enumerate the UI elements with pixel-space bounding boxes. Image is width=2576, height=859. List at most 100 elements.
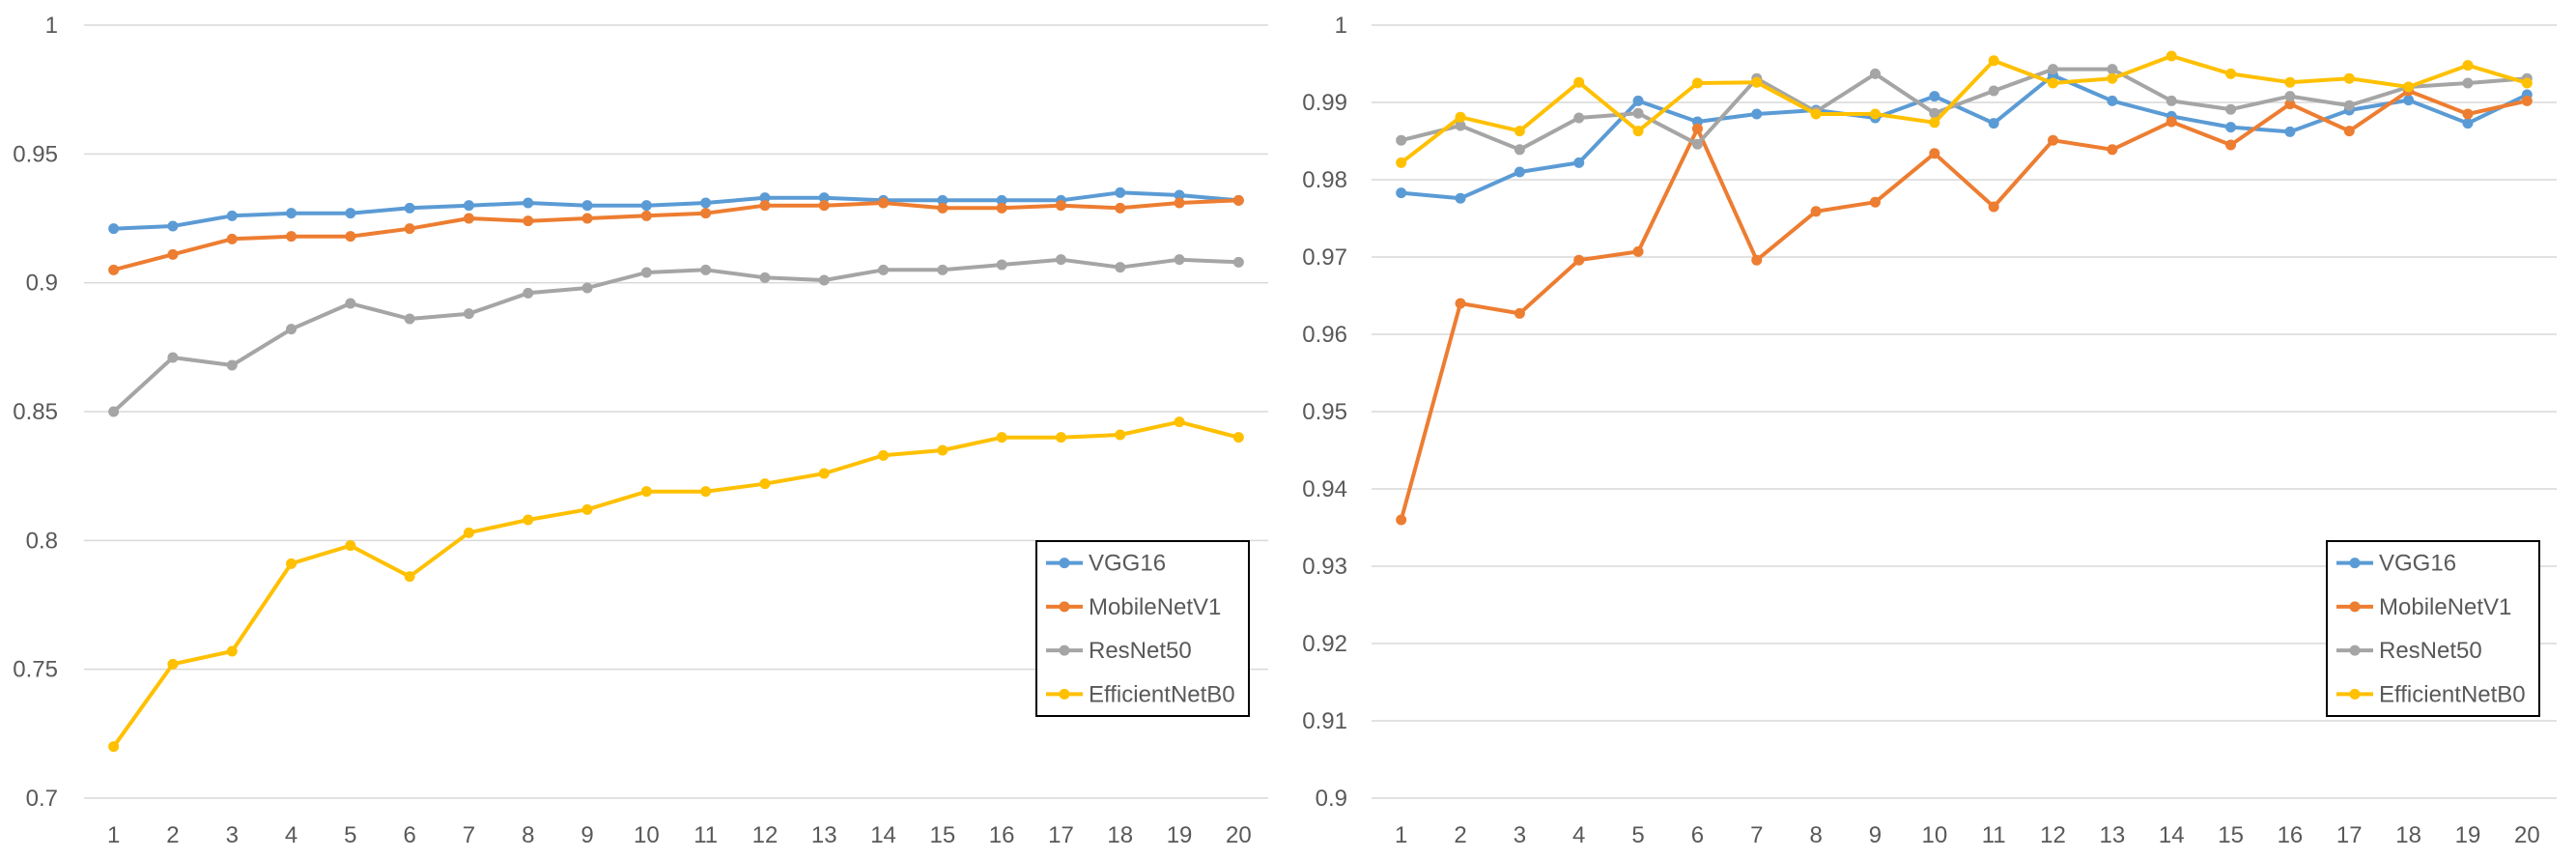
- data-point: [2048, 134, 2059, 146]
- y-tick-label: 0.95: [13, 141, 58, 167]
- x-tick-label: 17: [1048, 822, 1074, 848]
- y-tick-label: 0.91: [1302, 708, 1347, 734]
- legend-swatch-marker: [1059, 558, 1070, 569]
- data-point: [167, 658, 179, 670]
- data-point: [2462, 77, 2474, 89]
- legend-item-resnet50: ResNet50: [1046, 638, 1192, 664]
- x-tick-label: 1: [1395, 822, 1407, 848]
- data-point: [1632, 107, 1644, 119]
- y-tick-label: 0.93: [1302, 554, 1347, 580]
- x-tick-label: 13: [2100, 822, 2126, 848]
- data-point: [1174, 189, 1185, 201]
- data-point: [1232, 194, 1244, 206]
- data-point: [2284, 99, 2296, 110]
- data-point: [996, 432, 1007, 444]
- data-point: [1396, 514, 1407, 526]
- legend-item-vgg16: VGG16: [1046, 551, 1166, 577]
- data-point: [2343, 72, 2355, 84]
- data-point: [2225, 139, 2237, 151]
- x-tick-label: 8: [522, 822, 534, 848]
- data-point: [759, 192, 771, 204]
- legend-swatch-marker: [2349, 688, 2361, 700]
- data-point: [640, 200, 652, 212]
- data-point: [2107, 144, 2118, 156]
- x-tick-label: 14: [2159, 822, 2185, 848]
- data-point: [226, 233, 238, 244]
- data-point: [2166, 116, 2177, 128]
- data-point: [226, 359, 238, 371]
- data-point: [2462, 108, 2474, 120]
- data-point: [523, 514, 534, 526]
- data-point: [818, 274, 830, 286]
- data-point: [2225, 68, 2237, 79]
- data-point: [1115, 429, 1126, 441]
- x-tick-label: 2: [1454, 822, 1466, 848]
- data-point: [108, 264, 120, 275]
- data-point: [404, 202, 415, 214]
- data-point: [700, 197, 712, 209]
- data-point: [818, 200, 830, 212]
- legend-swatch-marker: [1059, 644, 1070, 656]
- data-point: [108, 406, 120, 417]
- x-tick-label: 14: [870, 822, 896, 848]
- data-point: [1751, 76, 1763, 88]
- x-tick-label: 10: [1921, 822, 1947, 848]
- y-tick-label: 0.8: [26, 528, 58, 554]
- x-tick-label: 13: [811, 822, 837, 848]
- y-tick-label: 0.96: [1302, 322, 1347, 348]
- y-tick-label: 1: [1335, 13, 1347, 39]
- data-point: [1396, 134, 1407, 146]
- series-line-resnet50: [111, 257, 1241, 414]
- data-point: [640, 486, 652, 498]
- data-point: [818, 468, 830, 479]
- x-tick-label: 3: [1514, 822, 1526, 848]
- data-point: [1232, 432, 1244, 444]
- series-line-efficientnetb0: [1399, 54, 2530, 165]
- legend-swatch-marker: [2349, 601, 2361, 613]
- data-point: [1573, 112, 1585, 124]
- data-point: [581, 200, 593, 212]
- x-tick-label: 6: [1691, 822, 1704, 848]
- data-point: [1691, 138, 1703, 150]
- x-tick-label: 6: [403, 822, 415, 848]
- series-mobilenetv1: [1396, 85, 2533, 526]
- data-point: [523, 215, 534, 227]
- data-point: [1396, 157, 1407, 168]
- x-tick-label: 17: [2336, 822, 2363, 848]
- data-point: [1514, 126, 1525, 137]
- data-point: [937, 202, 948, 214]
- data-point: [937, 264, 948, 275]
- x-axis-tick-labels: 1 2 3 4 5 6 7 8 9 10 11 12 13 14 15 16 17 18 19 20: [1395, 822, 2540, 848]
- data-point: [2462, 60, 2474, 72]
- data-point: [463, 200, 474, 212]
- data-point: [404, 313, 415, 325]
- y-tick-label: 0.99: [1302, 90, 1347, 116]
- data-point: [1751, 108, 1763, 120]
- data-point: [463, 308, 474, 320]
- data-point: [640, 267, 652, 278]
- data-point: [345, 231, 356, 243]
- x-tick-label: 15: [929, 822, 955, 848]
- data-point: [581, 503, 593, 515]
- data-point: [404, 571, 415, 583]
- data-point: [2225, 103, 2237, 115]
- data-point: [2284, 76, 2296, 88]
- x-tick-label: 20: [1226, 822, 1252, 848]
- data-point: [640, 210, 652, 221]
- data-point: [523, 287, 534, 299]
- legend-label: ResNet50: [2379, 638, 2482, 664]
- series-efficientnetb0: [1396, 50, 2533, 168]
- data-point: [463, 213, 474, 224]
- y-axis-tick-labels: 0.9 0.91 0.92 0.93 0.94 0.95 0.96 0.97 0.98 0.99 1: [1302, 13, 1347, 812]
- data-point: [1514, 166, 1525, 178]
- data-point: [1455, 120, 1466, 131]
- data-point: [1929, 117, 1940, 129]
- y-tick-label: 0.98: [1302, 167, 1347, 193]
- data-point: [404, 223, 415, 235]
- data-point: [108, 223, 120, 235]
- x-tick-label: 15: [2218, 822, 2244, 848]
- y-tick-label: 0.95: [1302, 399, 1347, 425]
- data-point: [1174, 254, 1185, 266]
